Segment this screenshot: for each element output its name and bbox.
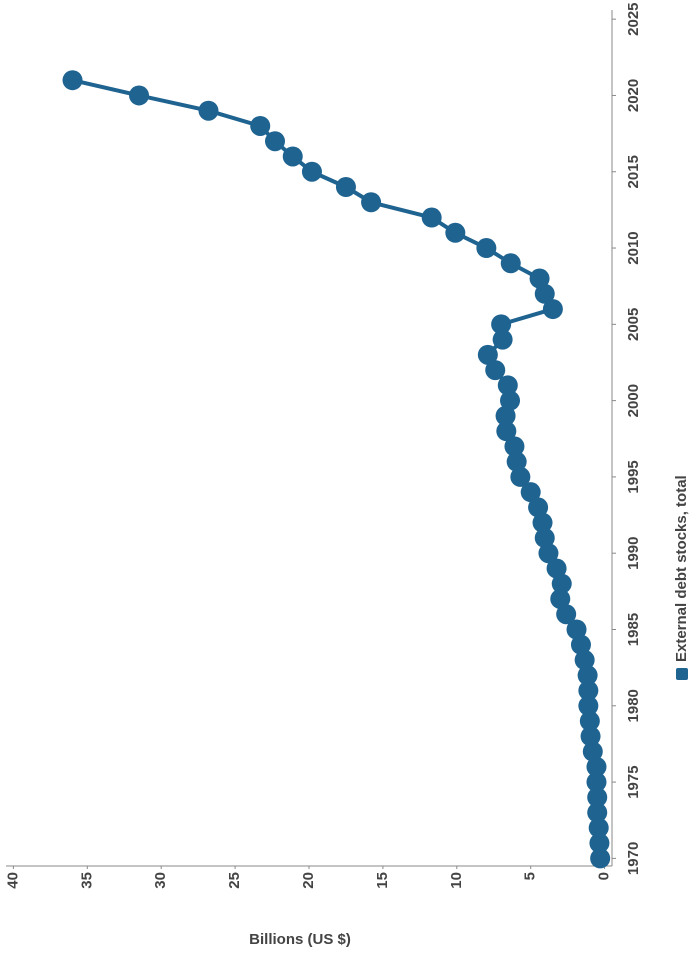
data-point — [590, 848, 611, 869]
data-point — [510, 466, 531, 487]
data-point — [485, 360, 506, 381]
data-point — [532, 512, 553, 533]
y-tick-label: 30 — [152, 872, 169, 889]
data-point — [529, 268, 550, 289]
data-point — [538, 543, 559, 564]
x-tick-label: 1970 — [625, 842, 642, 875]
data-point — [500, 390, 521, 411]
data-point — [586, 772, 607, 793]
y-tick-label: 10 — [448, 872, 465, 889]
y-tick-label: 5 — [522, 872, 539, 880]
data-point — [546, 558, 567, 579]
data-point — [445, 222, 466, 243]
y-tick-label: 15 — [374, 872, 391, 889]
data-point — [129, 85, 150, 106]
x-tick-label: 1980 — [625, 689, 642, 722]
data-point — [335, 176, 356, 197]
data-point — [566, 619, 587, 640]
y-tick-label: 40 — [4, 872, 21, 889]
data-point — [580, 726, 601, 747]
data-point — [265, 131, 286, 152]
data-point — [491, 314, 512, 335]
y-tick-label: 25 — [226, 872, 243, 889]
data-point — [361, 192, 382, 213]
x-tick-label: 1975 — [625, 765, 642, 798]
y-axis-title: Billions (US $) — [249, 931, 351, 948]
data-point — [250, 115, 271, 136]
data-point — [534, 283, 555, 304]
legend-marker — [676, 668, 688, 680]
x-tick-label: 2015 — [625, 155, 642, 188]
data-point — [588, 817, 609, 838]
data-point — [528, 497, 549, 518]
x-tick-label: 1990 — [625, 537, 642, 570]
data-point — [587, 802, 608, 823]
data-point — [570, 634, 591, 655]
data-point — [504, 436, 525, 457]
y-tick-label: 20 — [300, 872, 317, 889]
data-point — [574, 650, 595, 671]
data-point — [477, 344, 498, 365]
data-point — [577, 665, 598, 686]
data-point — [506, 451, 527, 472]
x-tick-label: 2000 — [625, 384, 642, 417]
data-point — [587, 787, 608, 808]
data-point — [550, 588, 571, 609]
data-point — [492, 329, 513, 350]
data-point — [282, 146, 303, 167]
data-point — [578, 695, 599, 716]
y-tick-label: 0 — [596, 872, 613, 880]
data-point — [500, 253, 521, 274]
data-point — [551, 573, 572, 594]
legend-label: External debt stocks, total — [673, 475, 690, 662]
data-point — [578, 680, 599, 701]
data-point — [520, 482, 541, 503]
x-tick-label: 2005 — [625, 308, 642, 341]
data-point — [198, 100, 219, 121]
data-point — [579, 711, 600, 732]
data-point — [589, 833, 610, 854]
y-tick-label: 35 — [78, 872, 95, 889]
data-point — [62, 70, 83, 91]
x-tick-label: 2020 — [625, 79, 642, 112]
data-point — [476, 238, 497, 259]
data-point — [542, 299, 563, 320]
x-tick-label: 2010 — [625, 231, 642, 264]
x-tick-label: 1985 — [625, 613, 642, 646]
x-tick-label: 2025 — [625, 2, 642, 35]
data-point — [301, 161, 322, 182]
data-point — [497, 375, 518, 396]
data-point — [496, 421, 517, 442]
data-point — [586, 756, 607, 777]
data-point — [582, 741, 603, 762]
x-tick-label: 1995 — [625, 460, 642, 493]
data-point — [556, 604, 577, 625]
data-point — [534, 527, 555, 548]
data-point — [495, 405, 516, 426]
data-point — [421, 207, 442, 228]
